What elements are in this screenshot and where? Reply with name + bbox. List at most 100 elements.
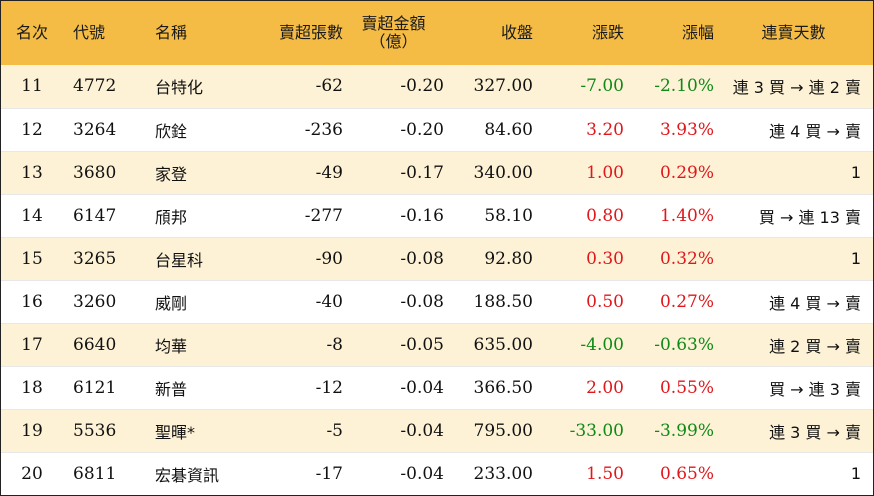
table-body: 11 4772 台特化 -62 -0.20 327.00 -7.00 -2.10… bbox=[1, 65, 873, 495]
cell-change: 0.80 bbox=[533, 193, 624, 237]
cell-close: 366.50 bbox=[444, 365, 533, 409]
cell-change-pct: -2.10% bbox=[654, 76, 714, 97]
cell-name: 欣銓 bbox=[143, 107, 247, 151]
cell-change: 0.50 bbox=[533, 279, 624, 323]
cell-name: 宏碁資訊 bbox=[143, 451, 247, 495]
cell-net-sell-amount: -0.17 bbox=[343, 150, 444, 194]
cell-close: 233.00 bbox=[444, 451, 533, 495]
cell-code: 3680 bbox=[63, 150, 143, 194]
cell-net-sell-amount: -0.08 bbox=[343, 236, 444, 280]
cell-change: 0.30 bbox=[533, 236, 624, 280]
cell-close: 635.00 bbox=[444, 322, 533, 366]
header-streak: 連賣天數 bbox=[761, 23, 826, 42]
cell-name: 家登 bbox=[143, 150, 247, 194]
cell-change: 3.20 bbox=[533, 107, 624, 151]
cell-net-sell-amount: -0.04 bbox=[343, 451, 444, 495]
cell-change: 1.00 bbox=[533, 150, 624, 194]
table-row: 13 3680 家登 -49 -0.17 340.00 1.00 0.29% 1 bbox=[1, 150, 873, 194]
cell-change: -7.00 bbox=[580, 76, 624, 97]
cell-name: 台特化 bbox=[155, 78, 204, 98]
cell-name: 聖暉* bbox=[143, 408, 247, 452]
cell-code: 3260 bbox=[63, 279, 143, 323]
cell-rank: 11 bbox=[21, 76, 43, 97]
cell-net-sell-amount: -0.04 bbox=[343, 365, 444, 409]
cell-change-pct: 0.29% bbox=[624, 150, 714, 194]
cell-change: -4.00 bbox=[533, 322, 624, 366]
cell-close: 84.60 bbox=[444, 107, 533, 151]
cell-close: 327.00 bbox=[473, 76, 533, 97]
cell-change-pct: 0.55% bbox=[624, 365, 714, 409]
cell-streak: 1 bbox=[714, 451, 873, 495]
table-row: 12 3264 欣銓 -236 -0.20 84.60 3.20 3.93% 連… bbox=[1, 107, 873, 151]
cell-net-sell-lots: -12 bbox=[247, 365, 343, 409]
cell-change-pct: 1.40% bbox=[624, 193, 714, 237]
cell-net-sell-amount: -0.08 bbox=[343, 279, 444, 323]
cell-rank: 19 bbox=[1, 408, 63, 452]
cell-rank: 15 bbox=[1, 236, 63, 280]
cell-net-sell-lots: -40 bbox=[247, 279, 343, 323]
cell-net-sell-lots: -90 bbox=[247, 236, 343, 280]
cell-change-pct: 0.32% bbox=[624, 236, 714, 280]
cell-code: 3264 bbox=[63, 107, 143, 151]
cell-streak: 連 3 買 → 連 2 賣 bbox=[732, 78, 861, 98]
cell-change: 1.50 bbox=[533, 451, 624, 495]
cell-net-sell-amount: -0.20 bbox=[400, 76, 444, 97]
cell-rank: 13 bbox=[1, 150, 63, 194]
cell-change: -33.00 bbox=[533, 408, 624, 452]
header-net-sell-amount-line2: （億） bbox=[369, 32, 418, 51]
cell-change-pct: 0.65% bbox=[624, 451, 714, 495]
header-rank: 名次 bbox=[15, 23, 48, 42]
cell-close: 188.50 bbox=[444, 279, 533, 323]
header-net-sell-amount: 賣超金額 （億） bbox=[343, 1, 444, 65]
table-row: 18 6121 新普 -12 -0.04 366.50 2.00 0.55% 買… bbox=[1, 365, 873, 409]
cell-name: 威剛 bbox=[143, 279, 247, 323]
header-name: 名稱 bbox=[155, 23, 188, 42]
cell-rank: 17 bbox=[1, 322, 63, 366]
table-row: 15 3265 台星科 -90 -0.08 92.80 0.30 0.32% 1 bbox=[1, 236, 873, 280]
cell-net-sell-lots: -236 bbox=[247, 107, 343, 151]
cell-change-pct: -3.99% bbox=[624, 408, 714, 452]
cell-change-pct: 0.27% bbox=[624, 279, 714, 323]
cell-change-pct: 3.93% bbox=[624, 107, 714, 151]
cell-net-sell-amount: -0.04 bbox=[343, 408, 444, 452]
cell-net-sell-lots: -8 bbox=[247, 322, 343, 366]
cell-code: 6147 bbox=[63, 193, 143, 237]
cell-name: 新普 bbox=[143, 365, 247, 409]
cell-net-sell-lots: -49 bbox=[247, 150, 343, 194]
header-row: 名次 代號 名稱 賣超張數 賣超金額 （億） 收盤 漲跌 漲幅 連賣天數 bbox=[1, 1, 873, 65]
header-close: 收盤 bbox=[500, 23, 533, 42]
cell-rank: 18 bbox=[1, 365, 63, 409]
cell-close: 58.10 bbox=[444, 193, 533, 237]
table-row: 17 6640 均華 -8 -0.05 635.00 -4.00 -0.63% … bbox=[1, 322, 873, 366]
cell-net-sell-lots: -5 bbox=[247, 408, 343, 452]
cell-rank: 12 bbox=[1, 107, 63, 151]
cell-code: 6640 bbox=[63, 322, 143, 366]
cell-code: 3265 bbox=[63, 236, 143, 280]
cell-streak: 連 4 買 → 賣 bbox=[714, 107, 873, 151]
cell-close: 340.00 bbox=[444, 150, 533, 194]
cell-streak: 1 bbox=[714, 150, 873, 194]
cell-streak: 連 3 買 → 賣 bbox=[714, 408, 873, 452]
cell-code: 5536 bbox=[63, 408, 143, 452]
cell-name: 均華 bbox=[143, 322, 247, 366]
cell-net-sell-amount: -0.05 bbox=[343, 322, 444, 366]
table-row: 11 4772 台特化 -62 -0.20 327.00 -7.00 -2.10… bbox=[1, 65, 873, 108]
cell-rank: 20 bbox=[1, 451, 63, 495]
header-change-pct: 漲幅 bbox=[681, 23, 714, 42]
header-net-sell-amount-line1: 賣超金額 bbox=[361, 14, 426, 33]
cell-streak: 買 → 連 3 賣 bbox=[714, 365, 873, 409]
header-code: 代號 bbox=[73, 23, 106, 42]
cell-change-pct: -0.63% bbox=[624, 322, 714, 366]
table-row: 14 6147 頎邦 -277 -0.16 58.10 0.80 1.40% 買… bbox=[1, 193, 873, 237]
cell-net-sell-lots: -62 bbox=[315, 76, 343, 97]
cell-net-sell-lots: -17 bbox=[247, 451, 343, 495]
cell-net-sell-lots: -277 bbox=[247, 193, 343, 237]
cell-streak: 1 bbox=[714, 236, 873, 280]
cell-code: 6121 bbox=[63, 365, 143, 409]
cell-streak: 連 2 買 → 賣 bbox=[714, 322, 873, 366]
cell-name: 頎邦 bbox=[143, 193, 247, 237]
cell-name: 台星科 bbox=[143, 236, 247, 280]
cell-code: 4772 bbox=[73, 76, 117, 97]
